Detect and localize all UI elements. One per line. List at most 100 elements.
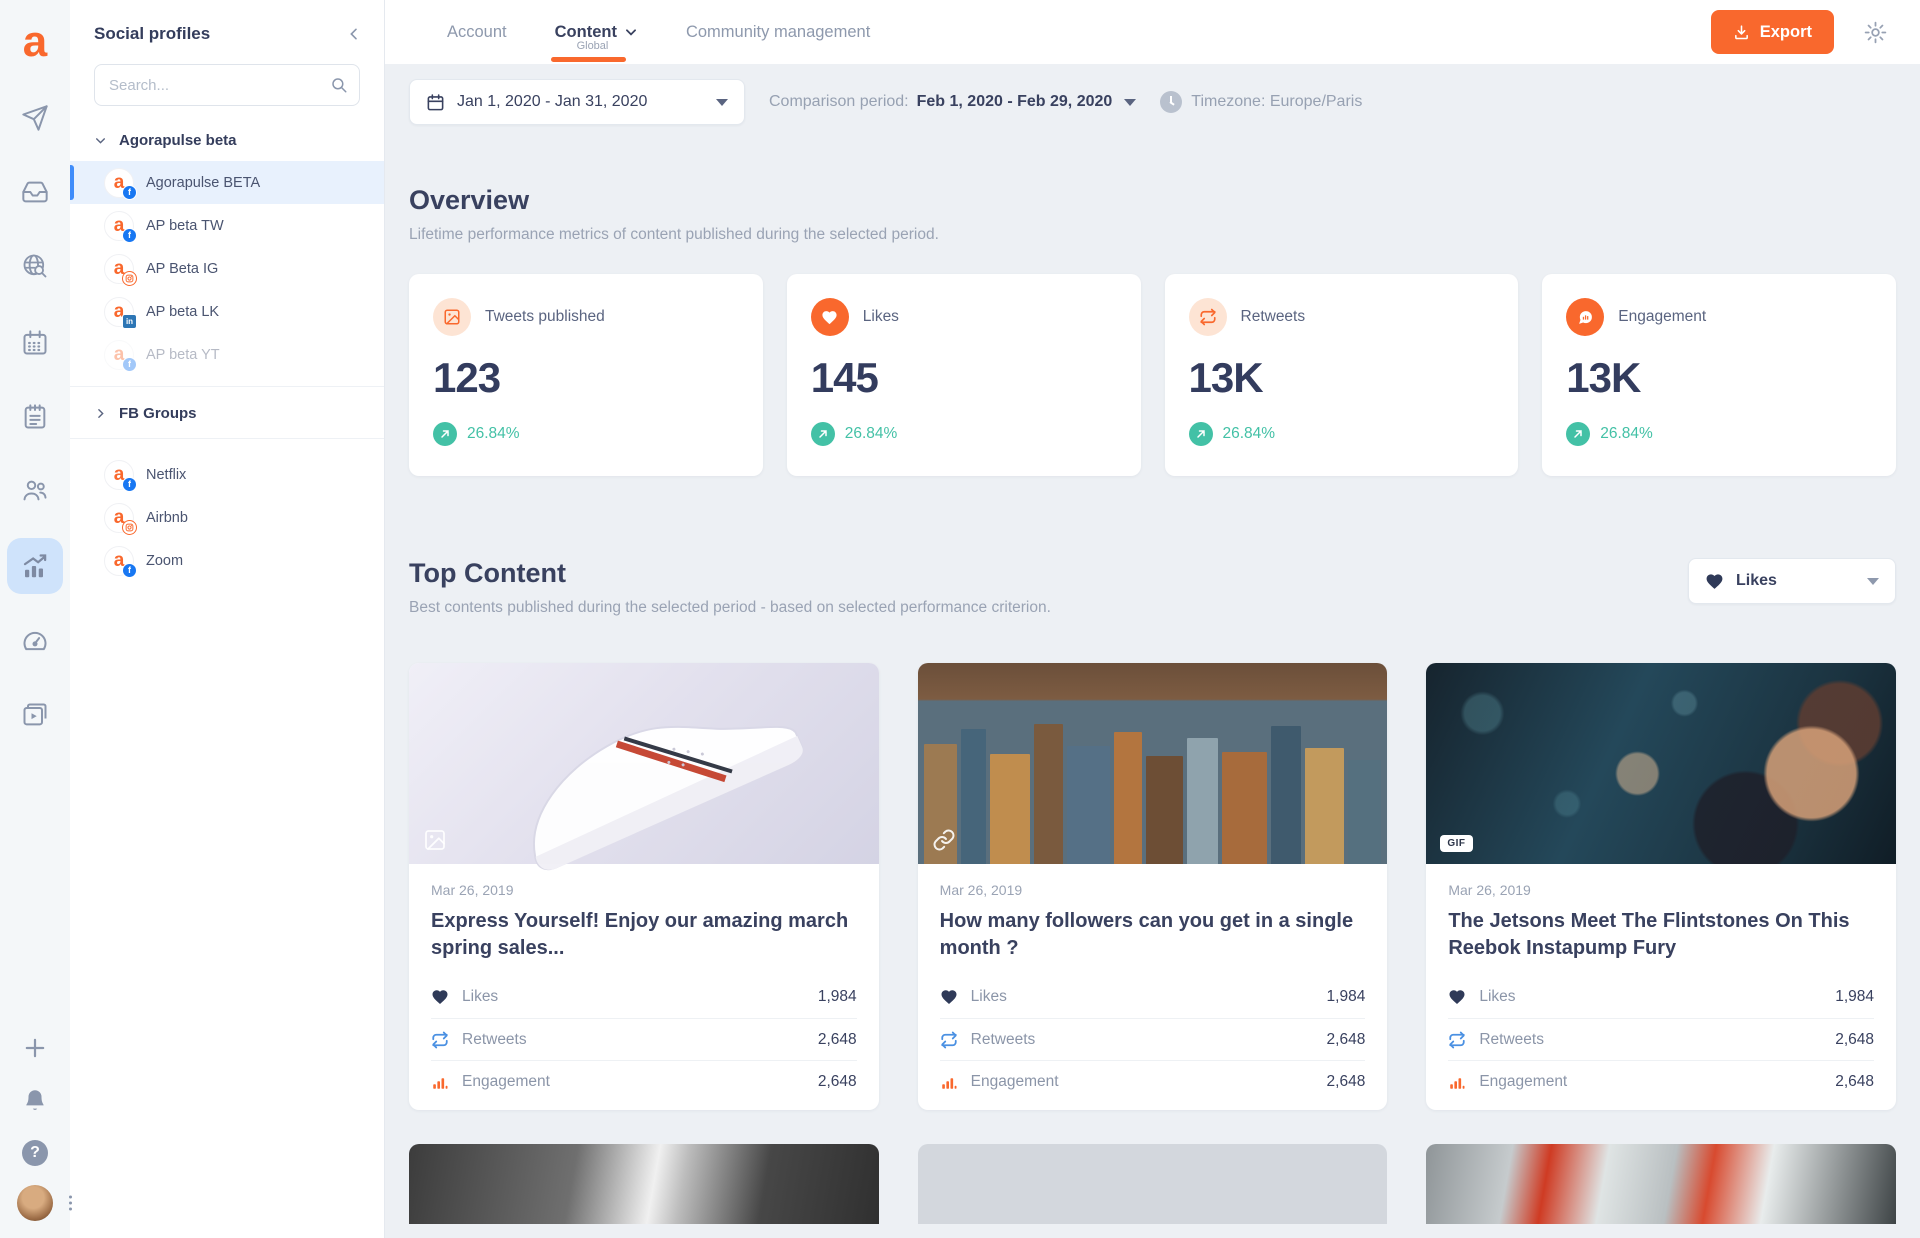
profile-avatar: a <box>104 502 137 535</box>
user-menu-icon[interactable] <box>69 1195 72 1211</box>
add-icon[interactable] <box>13 1026 57 1070</box>
fans-icon[interactable] <box>13 468 57 512</box>
metric-value: 1,984 <box>817 988 857 1005</box>
content-card-5-image[interactable] <box>917 1144 1388 1224</box>
chevron-down-icon <box>94 134 107 147</box>
tab-account[interactable]: Account <box>447 22 507 41</box>
profile-item-ap-beta-lk[interactable]: a in AP beta LK <box>70 290 384 333</box>
export-button[interactable]: Export <box>1710 10 1834 54</box>
reports-icon[interactable] <box>7 538 63 594</box>
profile-item-ap-beta-ig[interactable]: a AP Beta IG <box>70 247 384 290</box>
publishing-icon[interactable] <box>13 96 57 140</box>
metric-value: 2,648 <box>817 1030 857 1048</box>
group-agorapulse-beta[interactable]: Agorapulse beta <box>70 106 384 161</box>
date-range-value: Jan 1, 2020 - Jan 31, 2020 <box>457 93 648 110</box>
engagement-bars-icon <box>941 1077 957 1089</box>
sort-criterion-dropdown[interactable]: Likes <box>1688 558 1896 604</box>
group-fb-groups[interactable]: FB Groups <box>70 387 384 438</box>
retweet-icon <box>432 1031 448 1048</box>
engagement-bubble-icon <box>1566 298 1605 336</box>
retweet-icon <box>1449 1031 1465 1048</box>
content-image-gif: GIF <box>1426 663 1897 864</box>
metric-card-likes: Likes 145 26.84% <box>786 274 1141 476</box>
settings-gear-icon[interactable] <box>1863 20 1888 45</box>
heart-icon <box>1706 573 1723 589</box>
facebook-badge-icon: f <box>122 476 137 492</box>
linkedin-badge-icon: in <box>122 313 137 329</box>
content-image-sneaker <box>409 663 879 871</box>
metric-label: Retweets <box>1240 308 1306 325</box>
profile-item-ap-beta-tw[interactable]: a f AP beta TW <box>70 204 384 247</box>
content-card-4-image[interactable] <box>409 1144 879 1224</box>
agorapulse-logo[interactable]: a <box>22 17 48 66</box>
listening-icon[interactable] <box>13 244 57 288</box>
content-image-gallery <box>917 663 1388 864</box>
facebook-badge-icon: f <box>122 227 137 243</box>
metric-label: Retweets <box>462 1030 527 1048</box>
search-input[interactable] <box>94 64 360 106</box>
overview-section: Overview Lifetime performance metrics of… <box>409 185 1896 476</box>
filter-bar: Jan 1, 2020 - Jan 31, 2020 Comparison pe… <box>409 79 1920 125</box>
caret-down-icon <box>1867 577 1879 585</box>
user-avatar[interactable] <box>13 1181 72 1225</box>
help-icon[interactable]: ? <box>13 1131 57 1175</box>
performance-icon[interactable] <box>13 619 57 663</box>
content-card-3[interactable]: GIF Mar 26, 2019 The Jetsons Meet The Fl… <box>1426 663 1897 1110</box>
profile-avatar: a <box>104 253 137 286</box>
metric-value: 2,648 <box>817 1072 857 1090</box>
metric-label: Engagement <box>1618 308 1707 325</box>
profile-avatar: a f <box>104 339 137 372</box>
date-range-picker[interactable]: Jan 1, 2020 - Jan 31, 2020 <box>409 79 745 125</box>
metric-card-tweets-published: Tweets published 123 26.84% <box>409 274 763 476</box>
profile-item-airbnb[interactable]: a Airbnb <box>70 496 384 539</box>
metric-value: 145 <box>810 354 879 401</box>
profile-item-zoom[interactable]: a f Zoom <box>70 539 384 582</box>
profile-name: AP beta YT <box>146 346 220 363</box>
facebook-badge-icon: f <box>122 562 137 578</box>
library-icon[interactable] <box>13 693 57 737</box>
search-icon <box>330 76 348 94</box>
notifications-icon[interactable] <box>13 1078 57 1122</box>
trend-up-icon <box>1188 422 1213 446</box>
metric-label: Likes <box>1479 988 1516 1005</box>
tab-community-management[interactable]: Community management <box>685 22 871 41</box>
trend-up-icon <box>433 422 457 446</box>
caret-down-icon <box>716 98 728 106</box>
facebook-badge-icon: f <box>122 356 137 372</box>
metric-change: 26.84% <box>844 425 898 442</box>
profile-name: Agorapulse BETA <box>146 174 261 191</box>
trend-up-icon <box>1566 422 1591 446</box>
image-icon <box>433 298 471 336</box>
content-card-1[interactable]: Mar 26, 2019 Express Yourself! Enjoy our… <box>409 663 879 1110</box>
calendar-icon[interactable] <box>13 321 57 365</box>
comparison-period-selector[interactable]: Comparison period: Feb 1, 2020 - Feb 29,… <box>769 93 1137 111</box>
metric-value: 2,648 <box>1835 1072 1875 1090</box>
retweet-icon <box>1188 298 1227 336</box>
engagement-bars-icon <box>433 1077 448 1089</box>
metric-value: 2,648 <box>1326 1072 1366 1090</box>
metric-value: 13K <box>1188 354 1264 401</box>
profile-item-netflix[interactable]: a f Netflix <box>70 453 384 496</box>
collapse-sidebar-icon[interactable] <box>346 26 362 42</box>
top-content-section: Top Content Best contents published duri… <box>409 558 1897 1224</box>
inbox-icon[interactable] <box>13 170 57 214</box>
profile-item-agorapulse-beta[interactable]: a f Agorapulse BETA <box>70 161 384 204</box>
heart-icon <box>810 298 849 336</box>
profile-item-ap-beta-yt[interactable]: a f AP beta YT <box>70 333 384 376</box>
chevron-down-icon <box>625 29 636 36</box>
notes-icon[interactable] <box>13 395 57 439</box>
content-card-6-image[interactable] <box>1426 1144 1897 1224</box>
caret-down-icon <box>1124 98 1137 106</box>
metric-label: Retweets <box>970 1030 1036 1048</box>
sidebar-title: Social profiles <box>94 24 211 43</box>
metric-card-engagement: Engagement 13K 26.84% <box>1542 274 1896 476</box>
top-content-title: Top Content <box>409 558 566 588</box>
profile-avatar: a f <box>104 210 137 243</box>
profile-name: Netflix <box>146 466 187 483</box>
clock-icon <box>1160 91 1183 113</box>
tab-content[interactable]: Content Global <box>550 0 638 64</box>
content-card-2[interactable]: Mar 26, 2019 How many followers can you … <box>917 663 1388 1110</box>
post-date: Mar 26, 2019 <box>431 882 514 898</box>
timezone-value: Timezone: Europe/Paris <box>1191 93 1363 110</box>
post-title: How many followers can you get in a sing… <box>939 910 1354 959</box>
